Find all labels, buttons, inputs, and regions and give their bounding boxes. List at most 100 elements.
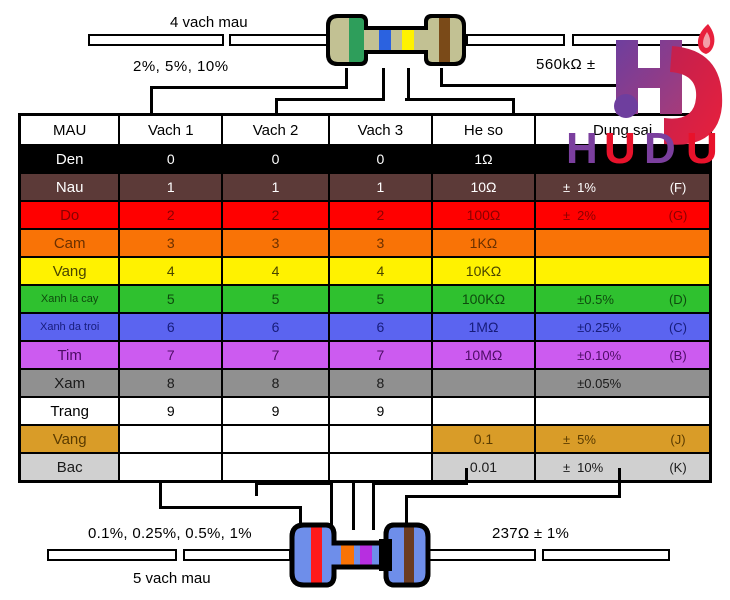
row-multiplier: 100KΩ: [430, 284, 537, 314]
row-digit-3: 4: [327, 256, 433, 286]
row-digit-2: 5: [221, 284, 330, 314]
row-digit-3: 9: [327, 396, 433, 426]
table-row: Trang 9 9 9: [18, 396, 712, 426]
table-row: Vang 4 4 4 10KΩ: [18, 256, 712, 286]
table-header-row: MAU Vach 1 Vach 2 Vach 3 He so Dung sai: [18, 113, 712, 146]
bottom-value-label: 237Ω ± 1%: [492, 525, 570, 542]
tolerance-value: ±0.5%: [577, 291, 614, 307]
row-tolerance: ±10% (K): [534, 452, 712, 483]
tolerance-value: ±0.05%: [577, 375, 622, 391]
row-color-name: Bac: [18, 452, 121, 483]
tolerance-value: ±0.10%: [577, 347, 622, 363]
row-digit-2: 0: [221, 144, 330, 174]
bottom-tolerance-list: 0.1%, 0.25%, 0.5%, 1%: [88, 525, 252, 542]
tolerance-code: (D): [668, 291, 688, 307]
row-digit-2: 2: [221, 200, 330, 230]
table-body: Den 0 0 0 1Ω Nau 1 1 1 10Ω ±1% (F) Do 2 2 2 100Ω ±2% (G) Ca…: [18, 144, 712, 483]
row-multiplier: 1KΩ: [430, 228, 537, 258]
bottom-resistor-body: [286, 517, 434, 593]
row-digit-1: 5: [118, 284, 224, 314]
row-color-name: Tim: [18, 340, 121, 370]
row-digit-1: 2: [118, 200, 224, 230]
row-digit-1: 8: [118, 368, 224, 398]
row-digit-1: 1: [118, 172, 224, 202]
row-digit-1: 7: [118, 340, 224, 370]
row-digit-2: 6: [221, 312, 330, 342]
row-digit-3: 8: [327, 368, 433, 398]
header-vach-2: Vach 2: [221, 113, 330, 146]
bottom-lead-left-inner: [183, 549, 291, 561]
row-color-name: Nau: [18, 172, 121, 202]
table-row: Nau 1 1 1 10Ω ±1% (F): [18, 172, 712, 202]
tolerance-code: (F): [669, 179, 687, 195]
tolerance-code: (J): [670, 431, 686, 447]
row-digit-3: 2: [327, 200, 433, 230]
row-multiplier: 10MΩ: [430, 340, 537, 370]
row-tolerance: ±1% (F): [534, 172, 712, 202]
row-digit-1: 9: [118, 396, 224, 426]
row-multiplier: 1Ω: [430, 144, 537, 174]
table-row: Cam 3 3 3 1KΩ: [18, 228, 712, 258]
row-digit-1: 6: [118, 312, 224, 342]
row-tolerance: ±0.05%: [534, 368, 712, 398]
tolerance-value: ±0.25%: [577, 319, 622, 335]
top-lead-right-inner: [466, 34, 565, 46]
row-digit-2: 1: [221, 172, 330, 202]
tolerance-sign: ±: [563, 459, 571, 475]
top-value-label: 560kΩ ±: [536, 56, 596, 73]
row-tolerance: [534, 228, 712, 258]
row-digit-3: 5: [327, 284, 433, 314]
row-digit-2: [221, 452, 330, 483]
row-color-name: Xanh la cay: [18, 284, 121, 314]
row-tolerance: [534, 396, 712, 426]
tolerance-code: (G): [668, 207, 688, 223]
table-row: Xam 8 8 8 ±0.05%: [18, 368, 712, 398]
bottom-resistor-body-shape: [289, 522, 431, 588]
row-multiplier: 1MΩ: [430, 312, 537, 342]
row-multiplier: [430, 368, 537, 398]
row-multiplier: 0.01: [430, 452, 537, 483]
bottom-lead-right-outer: [542, 549, 670, 561]
row-tolerance: ±0.25% (C): [534, 312, 712, 342]
tolerance-sign: ±: [563, 207, 571, 223]
header-dung-sai: Dung sai: [534, 113, 712, 146]
table-row: Den 0 0 0 1Ω: [18, 144, 712, 174]
tolerance-code: (K): [669, 459, 687, 475]
row-tolerance: [534, 144, 712, 174]
tolerance-code: (B): [669, 347, 687, 363]
row-digit-1: 0: [118, 144, 224, 174]
row-color-name: Den: [18, 144, 121, 174]
top-resistor-body-shape: [326, 14, 466, 66]
row-digit-3: 1: [327, 172, 433, 202]
top-lead-right-outer: [572, 34, 704, 46]
row-multiplier: 10KΩ: [430, 256, 537, 286]
row-digit-3: 0: [327, 144, 433, 174]
row-digit-3: [327, 452, 433, 483]
bottom-diagram-title: 5 vach mau: [133, 570, 211, 587]
row-multiplier: [430, 396, 537, 426]
row-tolerance: ±2% (G): [534, 200, 712, 230]
row-color-name: Trang: [18, 396, 121, 426]
row-digit-2: 8: [221, 368, 330, 398]
top-lead-left-outer: [88, 34, 224, 46]
color-code-table: MAU Vach 1 Vach 2 Vach 3 He so Dung sai …: [18, 113, 712, 483]
top-diagram-title: 4 vach mau: [170, 14, 248, 31]
top-lead-left-inner: [229, 34, 328, 46]
bottom-lead-left-outer: [47, 549, 177, 561]
row-digit-2: 9: [221, 396, 330, 426]
row-digit-1: [118, 424, 224, 454]
table-row: Bac 0.01 ±10% (K): [18, 452, 712, 483]
table-row: Do 2 2 2 100Ω ±2% (G): [18, 200, 712, 230]
header-mau: MAU: [18, 113, 121, 146]
row-digit-1: 4: [118, 256, 224, 286]
row-digit-1: [118, 452, 224, 483]
row-digit-3: [327, 424, 433, 454]
row-color-name: Xanh da troi: [18, 312, 121, 342]
header-vach-1: Vach 1: [118, 113, 224, 146]
row-color-name: Vang: [18, 424, 121, 454]
tolerance-code: (C): [668, 319, 688, 335]
row-tolerance: ±5% (J): [534, 424, 712, 454]
row-tolerance: [534, 256, 712, 286]
row-digit-3: 7: [327, 340, 433, 370]
